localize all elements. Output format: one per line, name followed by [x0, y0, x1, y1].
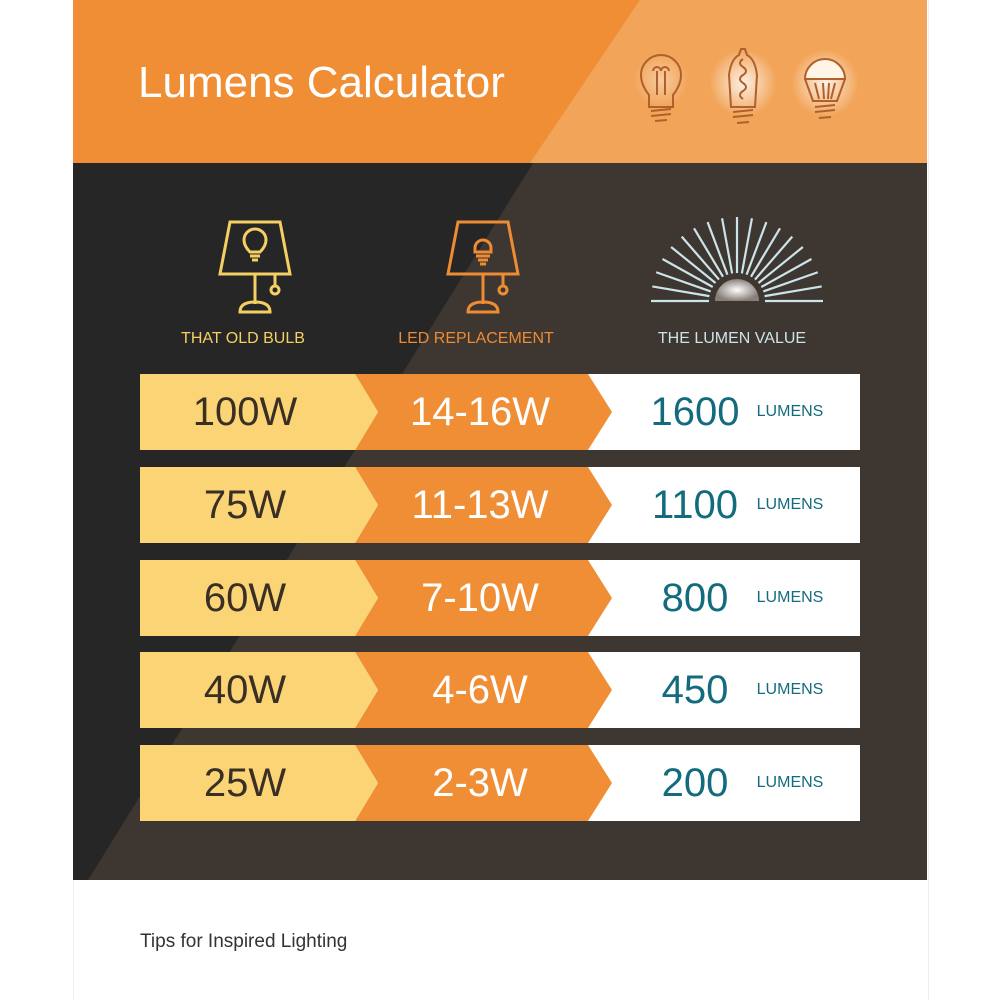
led-watts: 11-13W: [411, 483, 549, 527]
incandescent-bulb-icon: [633, 52, 689, 122]
lumen-unit: LUMENS: [756, 589, 824, 606]
table-row: 75W 11-13W 1100 LUMENS: [140, 467, 860, 543]
old-bulb-watts: 75W: [203, 483, 287, 527]
led-watts: 7-10W: [421, 576, 539, 620]
ray-line: [680, 235, 720, 281]
ray-line: [750, 227, 781, 278]
table-row: 100W 14-16W 1600 LUMENS: [140, 374, 860, 450]
table-row: 60W 7-10W 800 LUMENS: [140, 560, 860, 636]
ray-line: [754, 235, 794, 281]
ray-line: [757, 246, 804, 284]
ray-line: [655, 271, 712, 293]
light-rays-icon: [651, 217, 823, 303]
old-bulb-watts: 100W: [192, 390, 298, 434]
lumen-value: 1600: [650, 390, 740, 434]
lumen-unit: LUMENS: [756, 496, 824, 513]
ray-line: [652, 285, 710, 298]
column-header-led: LED REPLACEMENT: [398, 330, 554, 347]
lumen-unit: LUMENS: [756, 774, 824, 791]
edison-filament-bulb-icon: [709, 48, 777, 124]
ray-line: [706, 221, 729, 276]
ray-line: [661, 258, 714, 288]
ray-line: [760, 258, 813, 288]
lumen-unit: LUMENS: [756, 403, 824, 420]
lumen-value: 450: [661, 668, 729, 712]
lumen-value: 800: [661, 576, 729, 620]
led-bulb-icon: [791, 49, 859, 119]
led-watts: 2-3W: [432, 761, 528, 805]
ray-line: [745, 221, 768, 276]
lumen-unit: LUMENS: [756, 681, 824, 698]
old-bulb-watts: 60W: [203, 576, 287, 620]
ray-line: [740, 218, 754, 274]
lumen-value: 1100: [651, 483, 738, 527]
lumen-value: 200: [661, 761, 729, 805]
page-title: Lumens Calculator: [138, 58, 505, 107]
header-banner: Lumens Calculator: [73, 0, 927, 163]
table-row: 25W 2-3W 200 LUMENS: [140, 745, 860, 821]
footer-text: Tips for Inspired Lighting: [140, 931, 348, 952]
table-lamp-led-icon: [446, 220, 520, 314]
ray-line: [693, 227, 724, 278]
table-row: 40W 4-6W 450 LUMENS: [140, 652, 860, 728]
ray-line: [764, 285, 822, 298]
led-watts: 14-16W: [409, 390, 551, 434]
table-lamp-old-bulb-icon: [218, 220, 292, 314]
column-header-old-bulb: THAT OLD BULB: [181, 330, 305, 347]
ray-line: [720, 218, 734, 274]
old-bulb-watts: 40W: [203, 668, 287, 712]
led-watts: 4-6W: [432, 668, 528, 712]
ray-line: [670, 246, 717, 284]
column-header-lumens: THE LUMEN VALUE: [657, 330, 807, 347]
old-bulb-watts: 25W: [203, 761, 287, 805]
ray-line: [762, 271, 819, 293]
